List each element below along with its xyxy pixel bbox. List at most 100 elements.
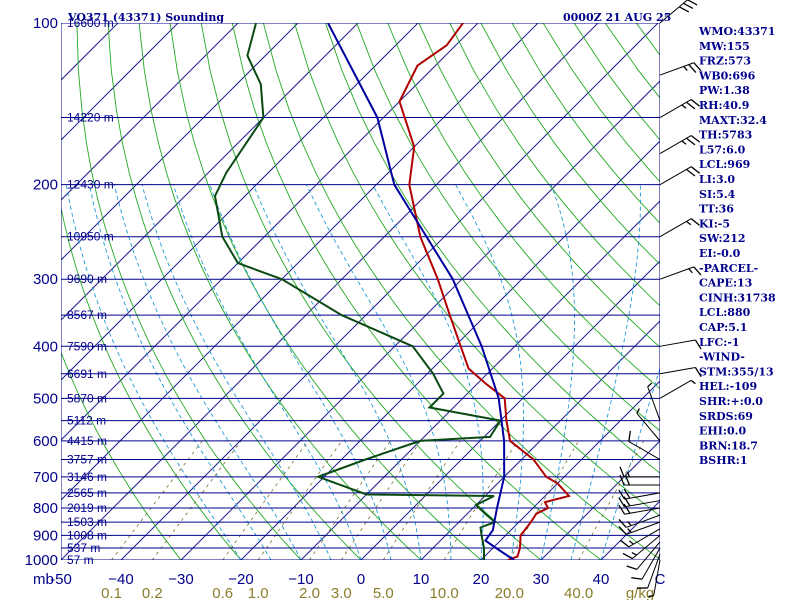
chart-grid	[61, 23, 660, 560]
wind-barb	[619, 528, 661, 548]
height-label: 14220 m	[67, 111, 114, 125]
height-label: 1008 m	[67, 528, 107, 542]
isotherm-line	[61, 23, 479, 441]
height-label: 2019 m	[67, 501, 107, 515]
sounding-index-item: LCL:969	[699, 158, 750, 171]
height-label: 4415 m	[67, 434, 107, 448]
temperature-profile	[398, 23, 571, 560]
isotherm-line	[300, 200, 660, 560]
sounding-index-item: -PARCEL-	[699, 262, 758, 275]
sounding-index-item: LCL:880	[699, 306, 751, 319]
isotherm-line	[360, 260, 660, 560]
dry-adiabat-line	[294, 23, 660, 517]
pressure-tick-label: 1000	[25, 552, 58, 569]
sounding-index-item: FRZ:573	[699, 55, 751, 68]
wind-barb	[647, 382, 661, 421]
sounding-index-item: SHR:+:0.0	[699, 395, 763, 408]
wind-barb	[659, 135, 701, 154]
isotherm-line	[480, 380, 660, 560]
sounding-index-item: STM:355/13	[699, 365, 774, 378]
sounding-index-item: PW:1.38	[699, 84, 750, 97]
wind-barb	[648, 559, 661, 598]
mixing-ratio-tick-label: 40.0	[564, 585, 593, 600]
isotherm-line	[61, 23, 359, 321]
mixing-ratio-tick-label: 10.0	[430, 585, 459, 600]
mixing-ratio-tick-label: 3.0	[331, 585, 352, 600]
sounding-index-item: -WIND-	[699, 351, 745, 364]
height-label: 12430 m	[67, 178, 114, 192]
height-label: 8567 m	[67, 308, 107, 322]
moist-adiabat-line	[113, 184, 302, 560]
sounding-index-item: EI:-0.0	[699, 247, 741, 260]
moist-adiabat-line	[600, 366, 660, 560]
temperature-tick-label: 40	[593, 571, 610, 588]
mixing-ratio-tick-label: 0.6	[212, 585, 233, 600]
height-label: 3146 m	[67, 470, 107, 484]
height-label: 10950 m	[67, 230, 114, 244]
isotherm-line	[180, 80, 660, 560]
sounding-index-item: LI:3.0	[699, 173, 735, 186]
isotherm-line	[420, 320, 660, 560]
wind-barb	[636, 553, 661, 589]
wind-barb	[619, 466, 660, 478]
isotherm-line	[61, 23, 179, 141]
moist-adiabat-line	[252, 184, 422, 560]
sounding-index-item: CINH:31738	[699, 291, 776, 304]
isotherm-line	[120, 23, 659, 560]
sounding-index-item: MW:155	[699, 40, 750, 53]
wind-barb	[636, 408, 661, 442]
wind-barb	[659, 218, 701, 238]
pressure-tick-label: 600	[33, 433, 58, 450]
mixing-ratio-tick-label: 0.2	[142, 585, 163, 600]
sounding-index-item: BRN:18.7	[699, 439, 758, 452]
moist-adiabat-line	[570, 184, 641, 560]
temperature-tick-label: −30	[168, 571, 193, 588]
pressure-tick-label: 700	[33, 469, 58, 486]
sounding-index-item: RH:40.9	[699, 99, 749, 112]
sounding-index-item: TH:5783	[699, 129, 752, 142]
mixing-ratio-tick-label: 2.0	[299, 585, 320, 600]
mixing-ratio-line	[111, 440, 203, 560]
sounding-index-item: HEL:-109	[699, 380, 757, 393]
temperature-tick-label: −40	[108, 571, 133, 588]
pressure-tick-label: 400	[33, 338, 58, 355]
mixing-ratio-tick-label: 0.1	[101, 585, 122, 600]
wind-barb	[618, 488, 661, 500]
sounding-index-item: CAPE:13	[699, 277, 752, 290]
sounding-index-item: SI:5.4	[699, 188, 736, 201]
height-label: 1503 m	[67, 515, 107, 529]
wind-barb	[626, 541, 661, 571]
pressure-tick-label: 900	[33, 527, 58, 544]
moist-adiabat-line	[141, 184, 332, 560]
mixing-ratio-tick-label: 20.0	[495, 585, 524, 600]
sounding-index-item: WMO:43371	[698, 25, 775, 38]
chart-title: VO371 (43371) Sounding	[67, 11, 224, 24]
mixing-ratio-line	[340, 440, 421, 560]
dewpoint-profile	[213, 23, 503, 560]
wind-barb	[659, 0, 698, 24]
temperature-unit-label: C	[655, 571, 666, 588]
temperature-tick-label: -50	[50, 571, 72, 588]
height-label: 16600 m	[67, 16, 114, 30]
isotherm-line	[61, 23, 239, 201]
height-label: 9690 m	[67, 272, 107, 286]
sounding-index-item: EHI:0.0	[699, 425, 746, 438]
pressure-tick-label: 300	[33, 271, 58, 288]
wind-barb	[659, 339, 702, 350]
temperature-tick-label: 0	[357, 571, 365, 588]
sounding-index-item: KI:-5	[699, 217, 730, 230]
mixing-ratio-line	[578, 440, 645, 560]
height-label: 2565 m	[67, 486, 107, 500]
mixing-ratio-line	[309, 440, 391, 560]
wind-barb	[659, 379, 696, 399]
height-label: 57 m	[67, 553, 94, 567]
sounding-index-item: BSHR:1	[699, 454, 748, 467]
isotherm-line	[61, 23, 299, 261]
temperature-tick-label: 10	[413, 571, 430, 588]
height-label: 5870 m	[67, 391, 107, 405]
pressure-unit-label: mb	[33, 571, 54, 588]
sounding-index-item: SW:212	[699, 232, 746, 245]
wind-barb	[628, 430, 661, 460]
wind-barb	[618, 514, 661, 528]
